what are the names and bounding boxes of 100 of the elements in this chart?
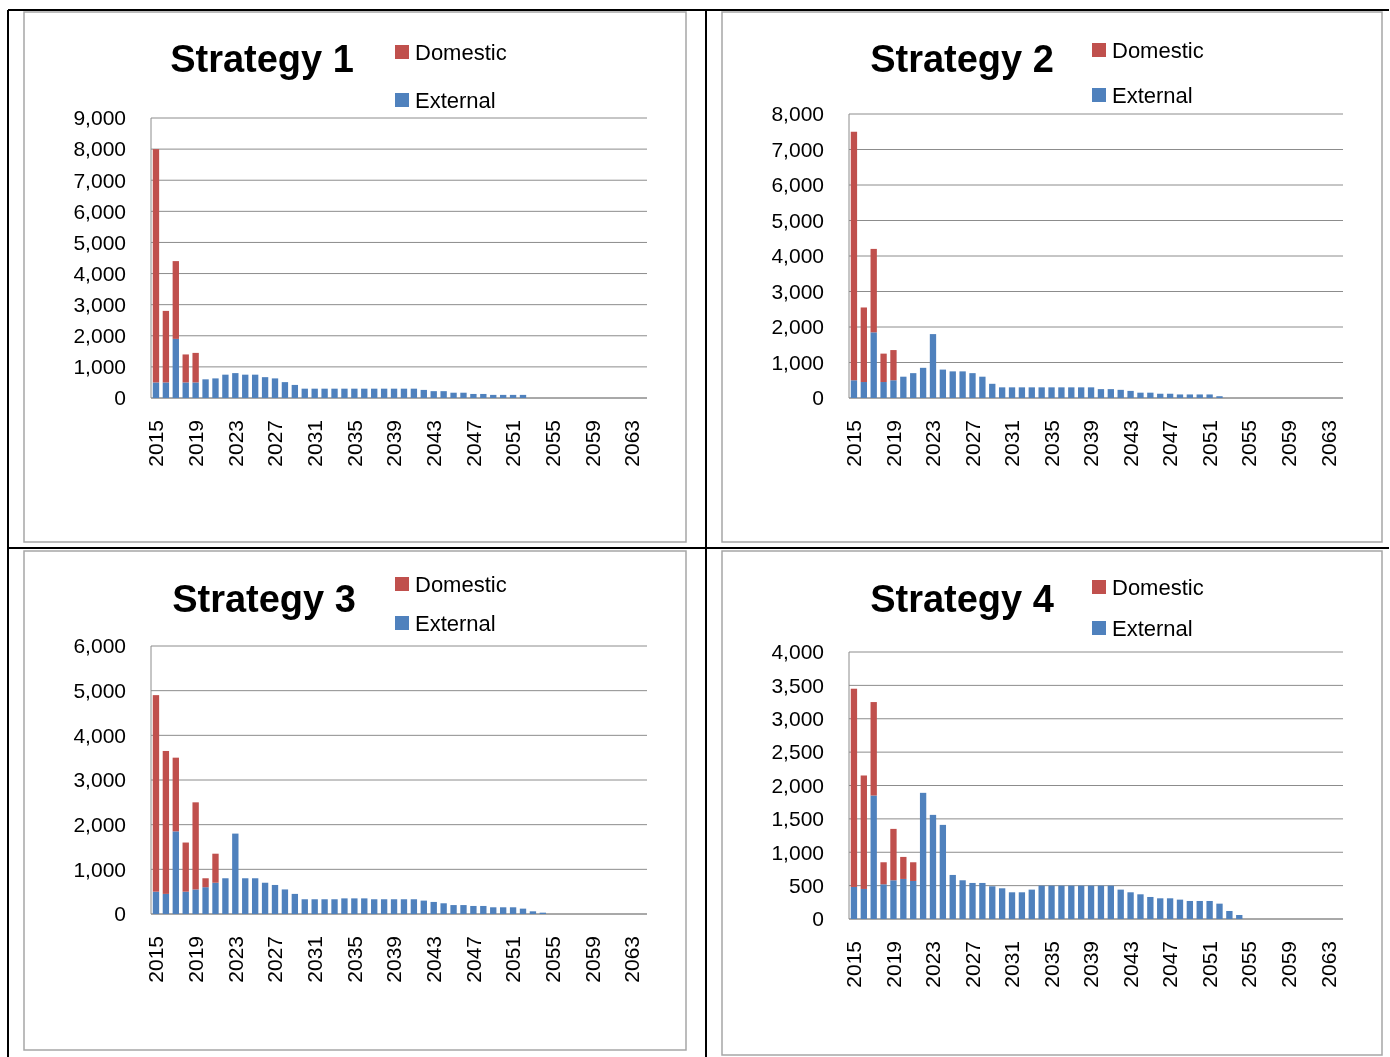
bar (890, 350, 897, 381)
bar (1058, 885, 1065, 919)
chart-title: Strategy 1 (170, 38, 354, 80)
bar (172, 831, 179, 914)
y-tick-label: 2,000 (73, 813, 126, 837)
x-tick-label: 2019 (881, 420, 905, 467)
bar (1038, 387, 1045, 398)
bar (1186, 900, 1194, 919)
bar (910, 862, 917, 881)
legend-label: External (1112, 82, 1193, 108)
bar (490, 907, 497, 914)
bar (939, 369, 947, 398)
bar (251, 878, 259, 914)
bar (470, 905, 477, 914)
bar (321, 899, 328, 914)
x-tick-label: 2015 (144, 420, 168, 467)
bar (850, 380, 858, 398)
bar (351, 898, 358, 914)
bar (321, 388, 328, 398)
bar (152, 695, 160, 892)
x-tick-label: 2047 (461, 936, 485, 983)
x-tick-label: 2063 (620, 420, 644, 467)
x-tick-label: 2039 (1079, 941, 1103, 988)
y-tick-label: 1,000 (73, 355, 126, 379)
y-tick-label: 4,000 (73, 261, 126, 285)
bar (450, 392, 457, 398)
bar (969, 373, 976, 398)
bar (182, 891, 189, 914)
bar (202, 887, 209, 914)
y-tick-label: 3,000 (771, 279, 824, 303)
y-tick-label: 6,000 (73, 199, 126, 223)
bar (430, 391, 437, 398)
x-tick-label: 2047 (1158, 941, 1182, 988)
y-tick-label: 4,000 (771, 640, 824, 664)
bar (232, 373, 239, 398)
x-tick-label: 2015 (144, 936, 168, 983)
bar (301, 388, 308, 398)
bar (202, 878, 209, 888)
x-tick-label: 2059 (580, 420, 604, 467)
x-tick-label: 2059 (580, 936, 604, 983)
bar (281, 382, 289, 398)
bar (410, 899, 418, 914)
x-tick-label: 2023 (921, 420, 945, 467)
bar (251, 374, 259, 398)
x-tick-label: 2051 (1197, 420, 1221, 467)
bar (222, 878, 229, 914)
legend-label: External (1112, 615, 1193, 641)
bar (989, 383, 996, 398)
x-tick-label: 2019 (183, 420, 207, 467)
y-tick-label: 5,000 (73, 230, 126, 254)
bar (182, 354, 189, 383)
bar (890, 828, 897, 881)
x-tick-label: 2063 (1316, 420, 1340, 467)
bar (162, 382, 170, 398)
bar (202, 379, 209, 398)
bar (979, 882, 986, 919)
bar (880, 862, 887, 885)
x-tick-label: 2027 (263, 420, 287, 467)
bar (1137, 894, 1144, 919)
bar (271, 884, 279, 914)
legend-label: Domestic (1112, 37, 1204, 63)
y-tick-label: 3,500 (771, 673, 824, 697)
bar (430, 901, 437, 914)
y-tick-label: 1,000 (73, 857, 126, 881)
bar (1117, 389, 1124, 398)
bar (870, 248, 877, 333)
bar (919, 792, 927, 919)
legend-label: Domestic (415, 571, 507, 597)
bar (371, 899, 378, 914)
bar (900, 376, 907, 398)
bar (929, 814, 937, 919)
bar (172, 757, 179, 832)
y-tick-label: 500 (788, 873, 824, 897)
bar (212, 853, 219, 883)
y-tick-label: 2,000 (771, 773, 824, 797)
bar (1196, 900, 1203, 919)
bar (900, 856, 907, 879)
bar (949, 874, 956, 919)
bar (1087, 387, 1095, 398)
y-tick-label: 2,000 (73, 324, 126, 348)
bar (162, 310, 170, 383)
bar (380, 388, 388, 398)
y-tick-label: 0 (812, 907, 824, 931)
bar (271, 378, 279, 398)
bar (291, 384, 299, 398)
bar (162, 893, 170, 914)
x-tick-label: 2023 (223, 420, 247, 467)
bar (1176, 394, 1184, 398)
bar (880, 353, 887, 383)
bar (1107, 389, 1114, 398)
bar (1018, 387, 1026, 398)
x-tick-label: 2047 (461, 420, 485, 467)
bar (1008, 387, 1016, 398)
bar (880, 382, 887, 398)
bar (212, 882, 219, 914)
legend-label: Domestic (415, 39, 507, 65)
y-tick-label: 3,000 (771, 707, 824, 731)
bar (1166, 898, 1174, 919)
bar (1117, 889, 1124, 919)
y-tick-label: 0 (114, 902, 126, 926)
